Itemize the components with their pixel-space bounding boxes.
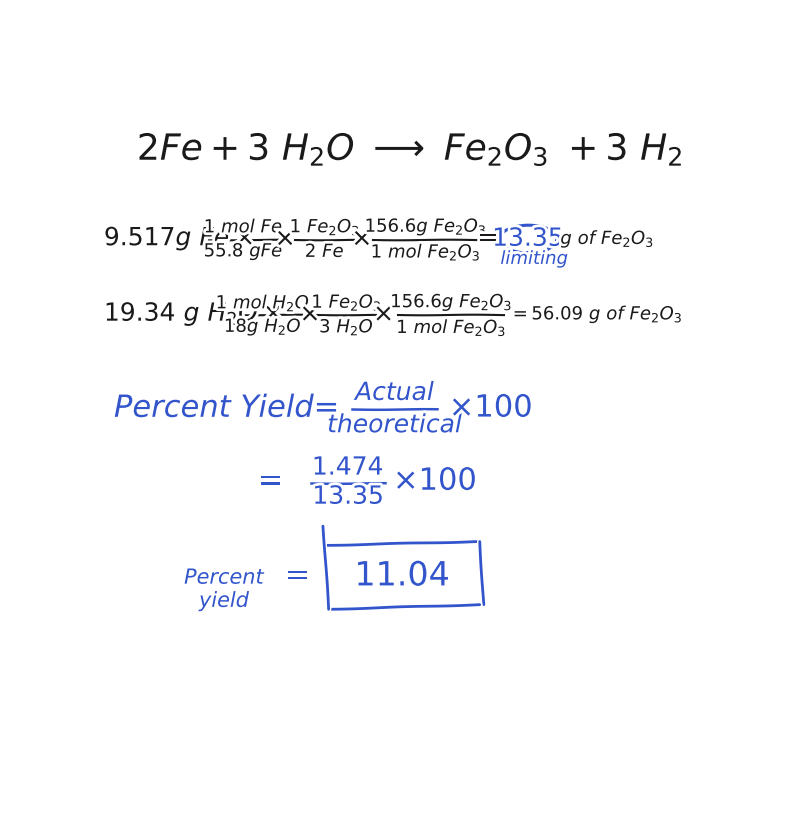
Text: $13.35$: $13.35$ — [492, 227, 563, 251]
Text: $9.517g\ Fe \times$: $9.517g\ Fe \times$ — [104, 226, 254, 252]
Text: $55.8\ gFe$: $55.8\ gFe$ — [204, 242, 283, 263]
Text: $g\ of\ Fe_2O_3$: $g\ of\ Fe_2O_3$ — [560, 228, 654, 250]
Text: $\times 100$: $\times 100$ — [449, 394, 533, 423]
Text: $\times$: $\times$ — [373, 303, 393, 326]
Text: $1.474$: $1.474$ — [312, 456, 384, 480]
Text: $\times$: $\times$ — [274, 227, 294, 251]
Text: $=$: $=$ — [473, 227, 498, 251]
Text: $1\ mol\ Fe_2O_3$: $1\ mol\ Fe_2O_3$ — [396, 317, 506, 338]
Text: $2\ Fe$: $2\ Fe$ — [305, 243, 345, 261]
Text: $1\ Fe_2O_3$: $1\ Fe_2O_3$ — [311, 293, 382, 313]
Text: $2Fe + 3\ H_2O\ \longrightarrow\ Fe_2O_3\ + 3\ H_2$: $2Fe + 3\ H_2O\ \longrightarrow\ Fe_2O_3… — [137, 133, 683, 168]
Text: $1\ mol\ H_2O$: $1\ mol\ H_2O$ — [216, 293, 310, 314]
Text: Actual: Actual — [355, 381, 434, 405]
Text: $\times 100$: $\times 100$ — [393, 467, 477, 496]
Text: $1\ mol\ Fe_2O_3$: $1\ mol\ Fe_2O_3$ — [370, 242, 480, 263]
Text: $19.34\ g\ H_2O \times$: $19.34\ g\ H_2O \times$ — [104, 301, 282, 328]
Text: $156.6g\ Fe_2O_3$: $156.6g\ Fe_2O_3$ — [365, 217, 486, 238]
Text: Percent
yield: Percent yield — [184, 568, 264, 611]
Text: $1\ Fe_2O_3$: $1\ Fe_2O_3$ — [290, 217, 360, 237]
Text: $156.6g\ Fe_2O_3$: $156.6g\ Fe_2O_3$ — [390, 293, 512, 314]
Text: limiting: limiting — [500, 250, 568, 268]
Text: theoretical: theoretical — [327, 413, 462, 437]
Text: $13.35$: $13.35$ — [312, 485, 384, 509]
Text: $=$: $=$ — [251, 467, 282, 496]
Text: $3\ H_2O$: $3\ H_2O$ — [319, 318, 374, 338]
Text: $= 56.09\ g\ of\ Fe_2O_3$: $= 56.09\ g\ of\ Fe_2O_3$ — [509, 303, 682, 325]
Text: $11.04$: $11.04$ — [354, 559, 450, 593]
Text: $1\ mol\ Fe$: $1\ mol\ Fe$ — [204, 218, 283, 237]
Text: $\times$: $\times$ — [351, 227, 371, 251]
Text: Percent Yield=: Percent Yield= — [114, 394, 339, 423]
Text: $\times$: $\times$ — [299, 303, 319, 326]
Text: $=$: $=$ — [279, 562, 310, 591]
Text: $18g\ H_2O$: $18g\ H_2O$ — [224, 317, 302, 338]
